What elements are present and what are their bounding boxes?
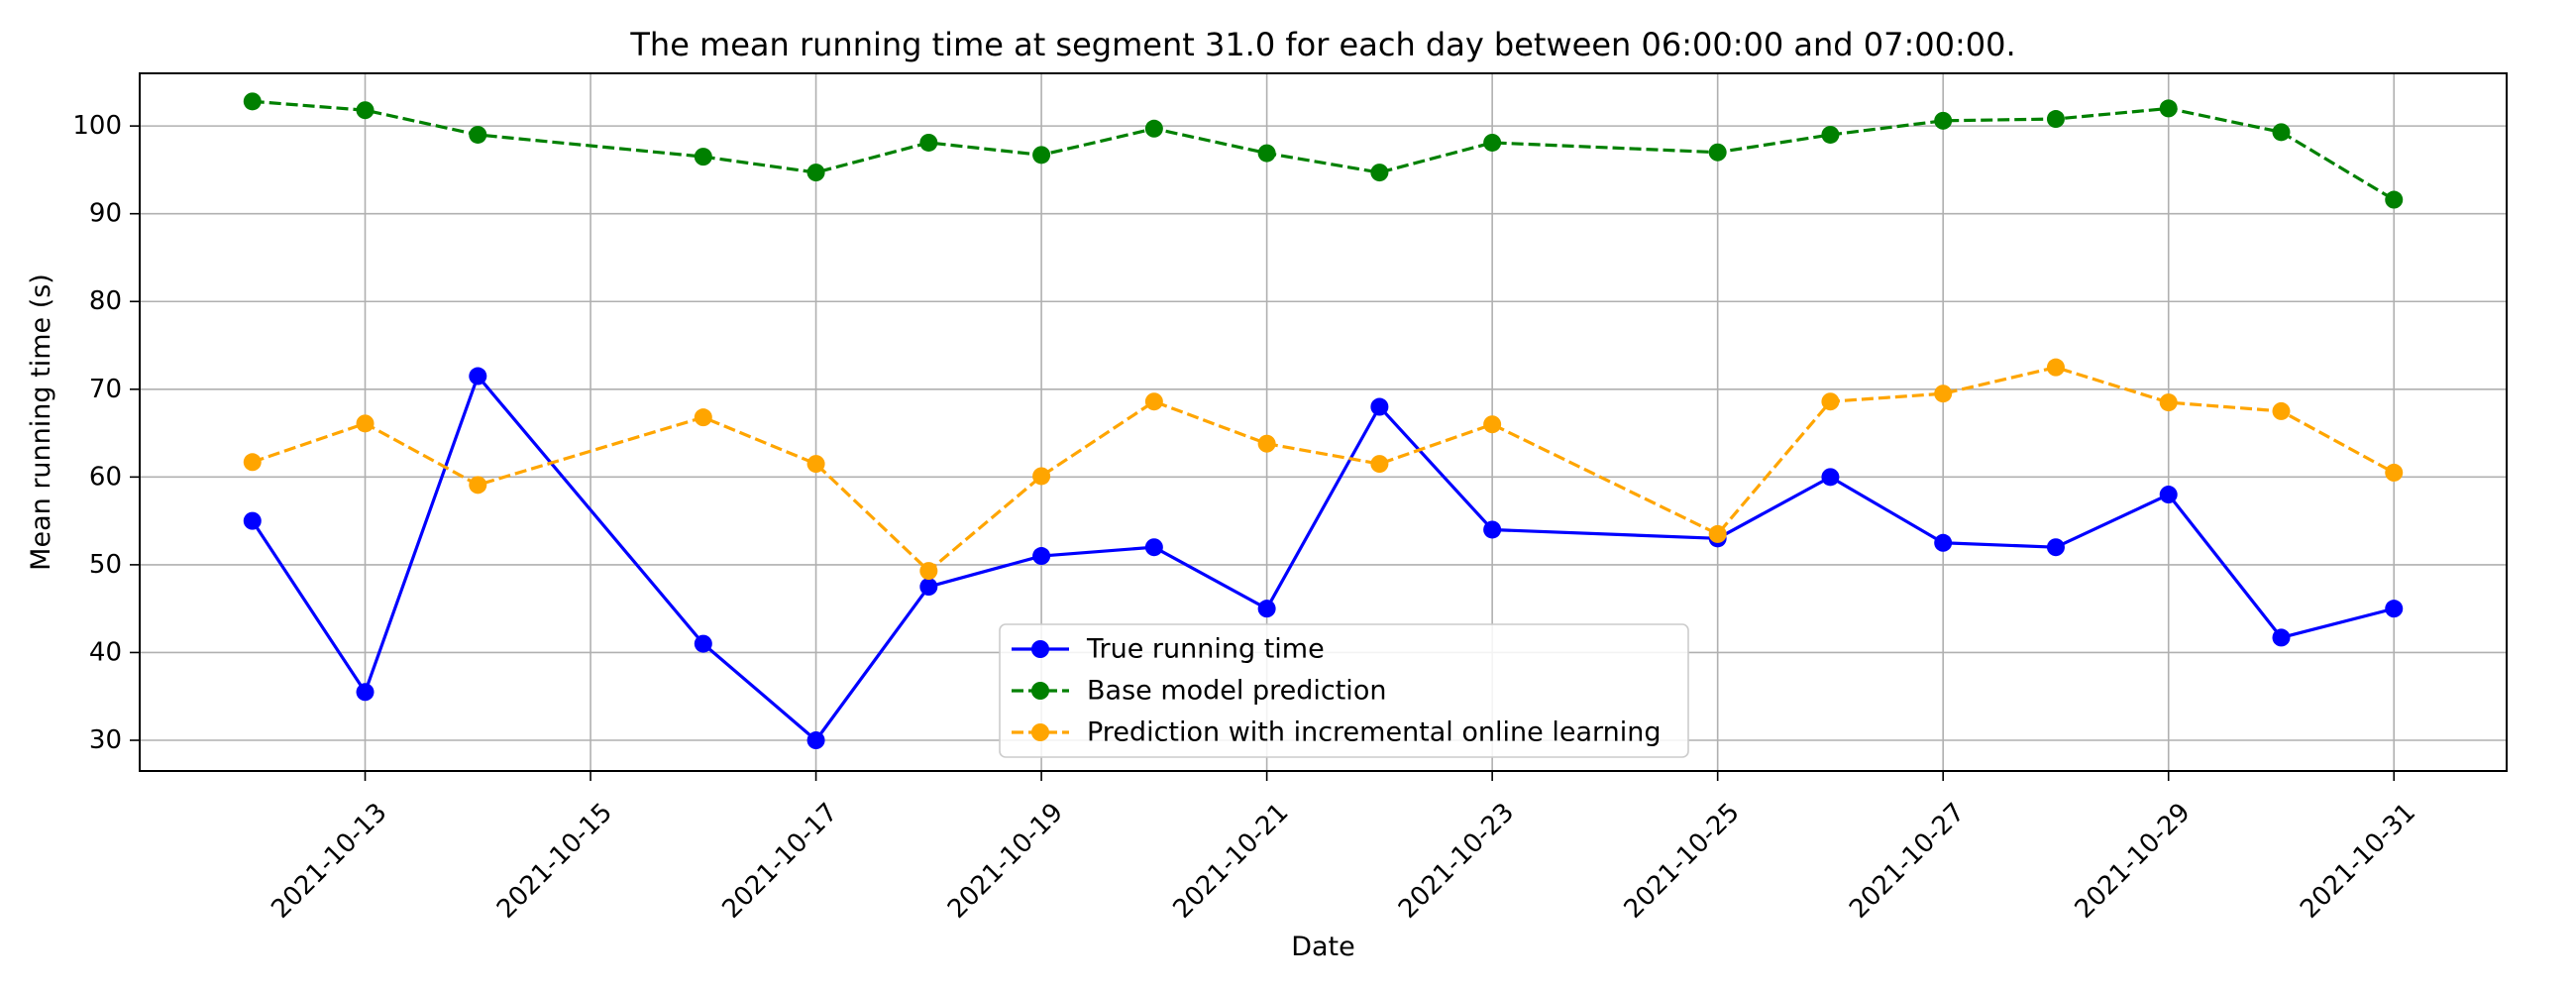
y-tick-label: 100 [72,111,122,141]
data-point [2046,110,2065,129]
legend-marker [1031,682,1049,700]
data-point [356,101,375,120]
data-point [2159,486,2178,504]
y-tick-label: 60 [89,462,122,492]
series-2 [243,92,2404,209]
data-point [469,476,487,495]
data-point [2046,358,2065,377]
data-point [1144,119,1163,138]
data-point [356,683,375,702]
legend-label: Prediction with incremental online learn… [1087,717,1662,748]
data-point [694,634,712,653]
data-point [469,125,487,144]
legend-label: Base model prediction [1087,676,1386,707]
y-tick-label: 30 [89,725,122,755]
series-3 [243,358,2404,581]
data-point [2385,190,2404,209]
data-point [2272,401,2291,420]
y-axis-label: Mean running time (s) [26,274,56,571]
data-point [694,148,712,166]
data-point [1144,392,1163,411]
data-point [1370,455,1389,474]
legend-item: True running time [1012,634,1325,665]
legend-frame [999,623,1689,758]
data-point [2159,393,2178,412]
legend-marker [1031,723,1049,741]
data-point [1257,144,1276,163]
data-point [1934,533,1953,552]
data-point [919,562,938,581]
data-point [1483,133,1502,152]
data-point [2385,463,2404,482]
data-point [1032,467,1051,486]
data-point [356,414,375,433]
legend-marker [1031,640,1049,658]
chart-title: The mean running time at segment 31.0 fo… [629,26,2015,63]
series-line [252,366,2396,573]
data-point [1483,520,1502,539]
legend: True running time Base model prediction Pr… [999,623,1689,758]
data-point [2385,600,2404,618]
y-tick-label: 40 [89,637,122,667]
data-point [1144,538,1163,557]
data-point [2272,123,2291,142]
data-point [806,731,825,750]
series-line [252,99,2396,201]
data-point [1934,111,1953,130]
data-point [694,408,712,427]
data-point [1257,600,1276,618]
data-point [919,578,938,597]
series-line [251,374,2395,742]
data-point [1483,415,1502,434]
data-point [1370,164,1389,182]
plot-frame [139,72,2508,772]
data-point [1708,524,1727,543]
data-point [243,453,262,472]
data-point [1032,146,1051,165]
y-tick-label: 50 [89,550,122,580]
data-point [1821,392,1840,411]
data-point [2046,538,2065,557]
data-point [1370,397,1389,416]
y-tick-label: 80 [89,286,122,316]
legend-item: Base model prediction [1012,676,1386,707]
data-point [1708,143,1727,162]
data-point [469,367,487,385]
legend-label: True running time [1086,634,1325,665]
data-point [806,455,825,474]
y-tick-label: 70 [89,375,122,404]
data-point [2272,628,2291,647]
data-point [1032,547,1051,566]
data-point [1257,434,1276,453]
data-point [1821,468,1840,487]
x-axis-label: Date [1291,932,1355,962]
grid [140,73,2507,771]
data-point [919,133,938,152]
data-point [806,164,825,182]
data-point [1821,125,1840,144]
series-lines [243,92,2404,750]
data-point [243,511,262,530]
data-point [2159,99,2178,118]
y-tick-label: 90 [89,199,122,229]
legend-item: Prediction with incremental online learn… [1012,717,1662,748]
data-point [1934,385,1953,403]
data-point [243,92,262,111]
